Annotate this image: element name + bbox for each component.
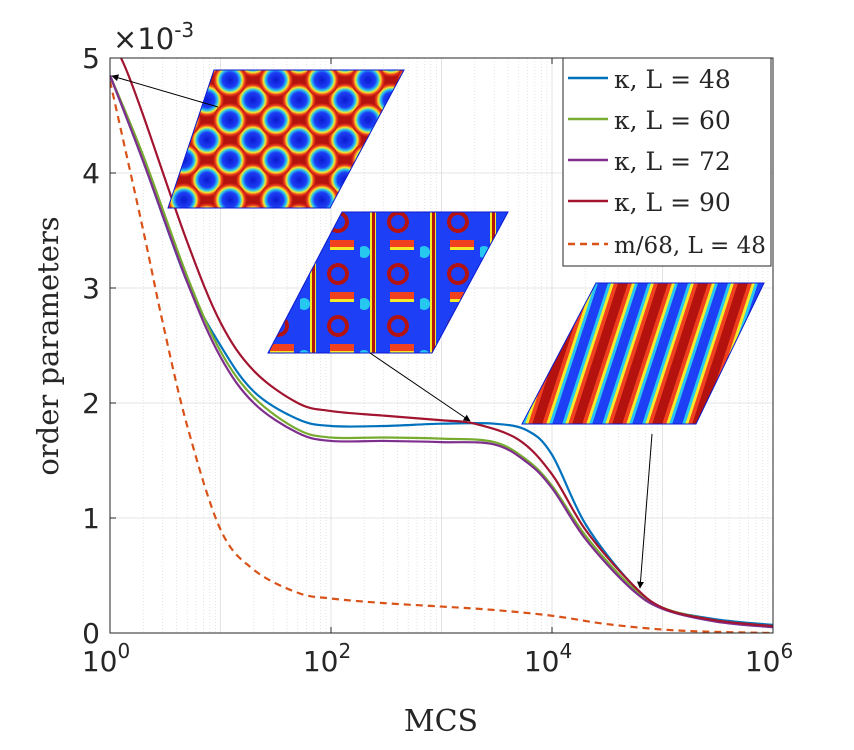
x-tick-label: 102 — [303, 639, 351, 678]
legend-entry: κ, L = 48 — [568, 65, 731, 94]
y-tick-label: 0 — [82, 617, 100, 650]
y-tick-label: 2 — [82, 387, 100, 420]
y-tick-label: 5 — [82, 42, 100, 75]
y-exponent-label: ×10-3 — [113, 18, 194, 56]
legend: κ, L = 48 κ, L = 60 κ, L = 72 κ, L = 90 … — [562, 57, 772, 267]
series-line-1 — [110, 74, 773, 628]
y-tick-label: 1 — [82, 502, 100, 535]
legend-entry: κ, L = 90 — [568, 188, 731, 217]
arrow-dots — [111, 74, 219, 108]
legend-entry: m/68, L = 48 — [568, 233, 766, 259]
x-tick-label: 106 — [745, 639, 793, 678]
x-tick-label: 104 — [524, 639, 572, 678]
legend-entry: κ, L = 60 — [568, 106, 731, 135]
series-layer — [110, 58, 773, 633]
legend-label: κ, L = 90 — [614, 188, 731, 217]
ticks — [109, 57, 774, 634]
arrow-stripes — [637, 433, 653, 589]
legend-label: κ, L = 60 — [614, 106, 731, 135]
legend-label: m/68, L = 48 — [614, 233, 766, 259]
legend-box — [562, 57, 772, 267]
y-axis-label: order parameters — [31, 216, 65, 475]
series-line-2 — [110, 74, 773, 629]
x-axis-label: MCS — [404, 704, 478, 739]
arrow-mixed — [369, 352, 471, 422]
legend-entry: κ, L = 72 — [568, 147, 731, 176]
legend-label: κ, L = 72 — [614, 147, 731, 176]
inset-mixed — [267, 211, 509, 354]
inset-dots — [167, 69, 405, 209]
annotation-arrows — [111, 74, 653, 589]
axes-box — [109, 57, 774, 634]
y-tick-label: 4 — [82, 157, 100, 190]
y-tick-label: 3 — [82, 272, 100, 305]
legend-label: κ, L = 48 — [614, 65, 731, 94]
inset-stripes — [521, 282, 765, 425]
tick-labels: 0 1 2 3 4 5 100 102 104 106 — [82, 42, 793, 678]
x-tick-label: 100 — [82, 639, 130, 678]
